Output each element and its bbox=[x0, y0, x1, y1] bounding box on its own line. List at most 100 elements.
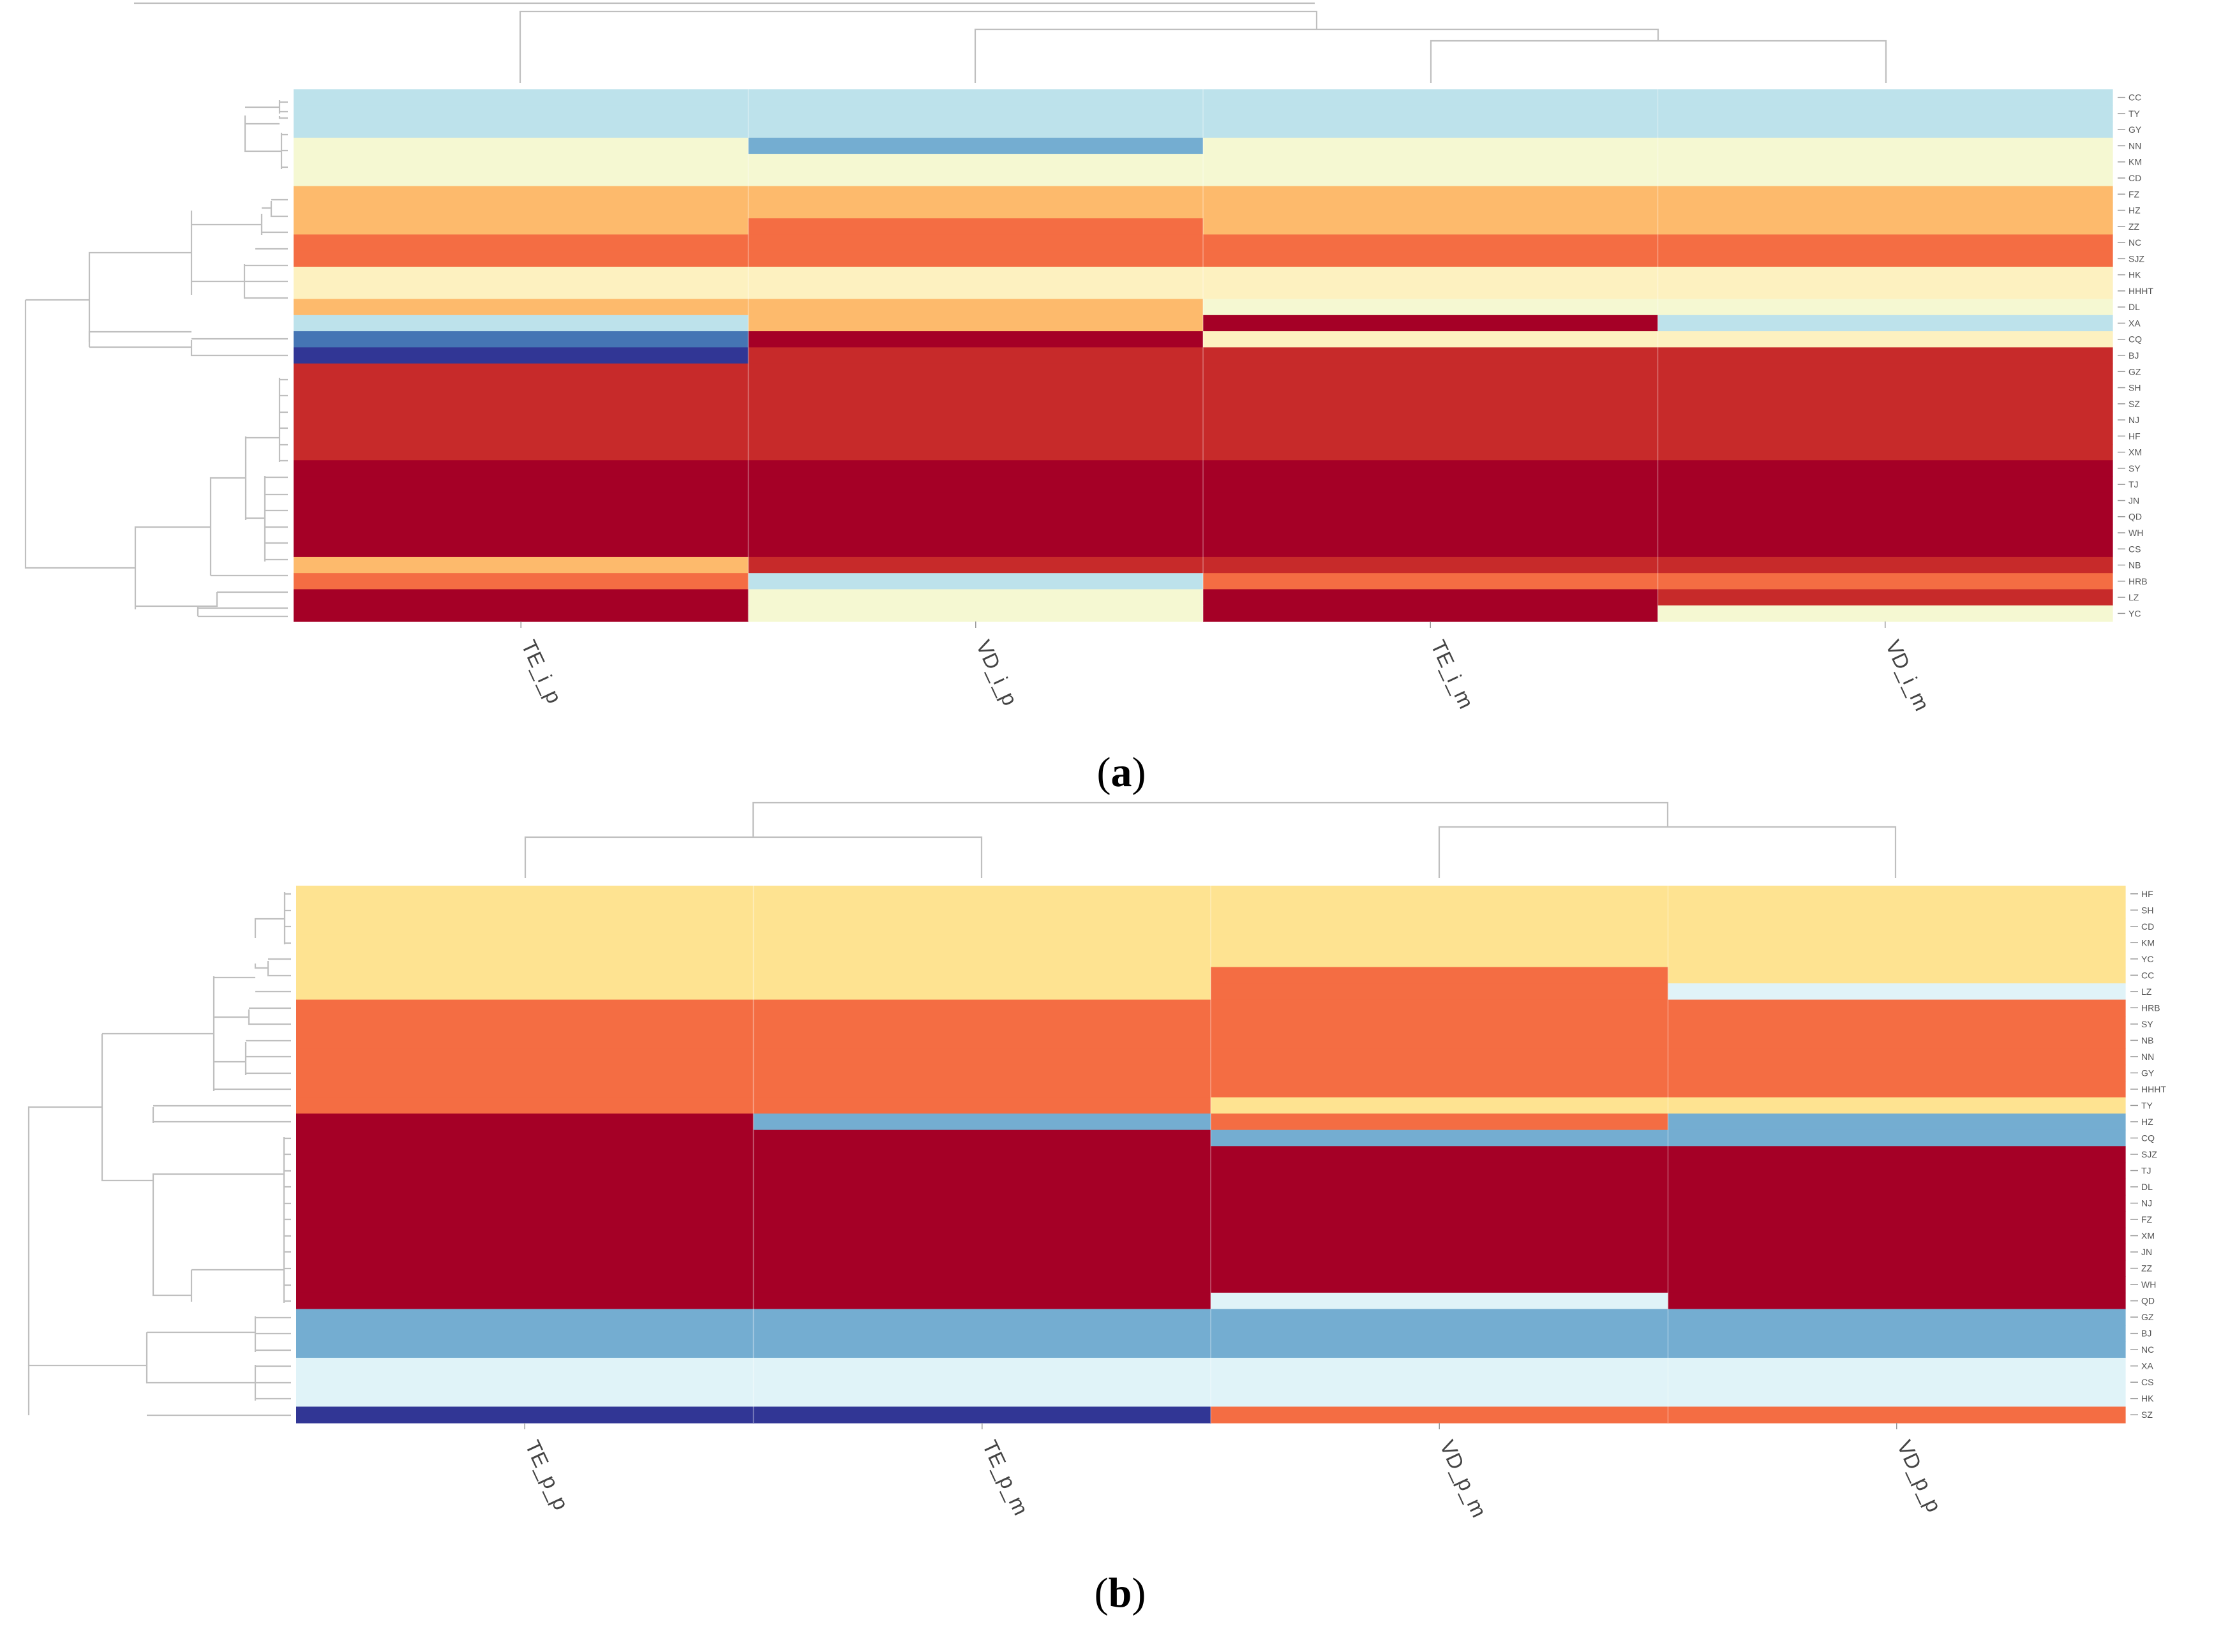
heatmap-cell bbox=[1668, 1064, 2126, 1082]
row-label: NC bbox=[2128, 237, 2141, 248]
row-label: XA bbox=[2141, 1361, 2153, 1371]
heatmap-cell bbox=[294, 218, 749, 235]
row-label: TJ bbox=[2141, 1166, 2151, 1176]
heatmap-cell bbox=[294, 121, 749, 138]
heatmap-cell bbox=[1657, 218, 2113, 235]
column-label: TE_p_m bbox=[978, 1436, 1033, 1519]
heatmap-cell bbox=[1211, 1357, 1669, 1375]
heatmap-cell bbox=[1657, 89, 2113, 106]
heatmap-cell bbox=[1668, 1357, 2126, 1375]
heatmap-cell bbox=[1203, 460, 1659, 477]
heatmap-cell bbox=[753, 1081, 1211, 1098]
heatmap-cell bbox=[748, 89, 1204, 106]
heatmap-cell bbox=[1657, 250, 2113, 267]
heatmap-cell bbox=[748, 540, 1204, 558]
row-label: SZ bbox=[2141, 1410, 2153, 1420]
row-label: HF bbox=[2141, 889, 2153, 899]
heatmap-cell bbox=[1203, 509, 1659, 525]
heatmap-cell bbox=[1211, 1374, 1669, 1391]
heatmap-cell bbox=[294, 283, 749, 300]
heatmap-cell bbox=[296, 902, 754, 919]
row-label: HHHT bbox=[2141, 1084, 2166, 1094]
heatmap-cell bbox=[1203, 363, 1659, 380]
heatmap-cell bbox=[296, 1097, 754, 1114]
row-label: CC bbox=[2128, 93, 2141, 103]
heatmap-cell bbox=[1668, 1211, 2126, 1228]
dendrogram-link bbox=[134, 526, 288, 618]
heatmap-cell bbox=[1657, 121, 2113, 138]
row-labels-b: HF SH CD KM YC CC LZ HRB SY NB NN GY HHHT TY HZ CQ SJZ TJ… bbox=[2130, 889, 2166, 1420]
heatmap-cell bbox=[296, 983, 754, 1001]
heatmap-cell bbox=[748, 331, 1204, 348]
heatmap-cell bbox=[294, 396, 749, 413]
heatmap-cell bbox=[296, 1194, 754, 1212]
heatmap-cell bbox=[748, 492, 1204, 509]
heatmap-cell bbox=[748, 170, 1204, 187]
heatmap-cell bbox=[1203, 202, 1659, 219]
row-label: BJ bbox=[2141, 1328, 2151, 1339]
heatmap-cell bbox=[294, 89, 749, 106]
heatmap-cell bbox=[748, 379, 1204, 396]
heatmap-cell bbox=[748, 509, 1204, 525]
dendrogram-link bbox=[152, 1107, 291, 1303]
heatmap-cell bbox=[1657, 444, 2113, 461]
heatmap-cell bbox=[1657, 396, 2113, 413]
heatmap-cell bbox=[753, 1194, 1211, 1212]
heatmap-cell bbox=[296, 1032, 754, 1049]
heatmap-cell bbox=[1668, 1146, 2126, 1163]
row-label: YC bbox=[2141, 954, 2153, 964]
heatmap-cell bbox=[1211, 1097, 1669, 1114]
heatmap-cell bbox=[753, 886, 1211, 903]
heatmap-cell bbox=[1211, 1048, 1669, 1066]
heatmap-cell bbox=[1211, 1081, 1669, 1098]
row-label: SZ bbox=[2128, 399, 2140, 409]
heatmap-cell bbox=[1657, 492, 2113, 509]
heatmap-cell bbox=[1657, 186, 2113, 203]
heatmap-cell bbox=[1211, 1179, 1669, 1196]
heatmap-cell bbox=[1657, 137, 2113, 154]
panel-caption-a: (a) bbox=[1097, 749, 1146, 796]
heatmap-cell bbox=[1211, 1194, 1669, 1212]
heatmap-cell bbox=[1211, 1260, 1669, 1277]
heatmap-cell bbox=[753, 1129, 1211, 1147]
heatmap-cell bbox=[748, 137, 1204, 154]
dendrogram-link bbox=[190, 198, 288, 299]
heatmap-cell bbox=[1657, 154, 2113, 170]
heatmap-cell bbox=[1211, 1016, 1669, 1033]
row-label: HZ bbox=[2128, 205, 2141, 216]
heatmap-cell bbox=[1203, 444, 1659, 461]
heatmap-cell bbox=[296, 1357, 754, 1375]
row-label: NN bbox=[2128, 140, 2141, 151]
row-label: HHHT bbox=[2128, 286, 2153, 296]
row-label: XA bbox=[2128, 318, 2141, 328]
heatmap-cell bbox=[748, 234, 1204, 251]
heatmap-cell bbox=[296, 1309, 754, 1326]
heatmap-cell bbox=[1668, 902, 2126, 919]
row-label: WH bbox=[2141, 1279, 2156, 1290]
row-label: XM bbox=[2141, 1231, 2155, 1241]
heatmap-cell bbox=[296, 951, 754, 968]
row-label: FZ bbox=[2128, 189, 2140, 199]
heatmap-cell bbox=[753, 1097, 1211, 1114]
heatmap-cell bbox=[1211, 1390, 1669, 1408]
heatmap-cell bbox=[296, 886, 754, 903]
row-label: CS bbox=[2141, 1377, 2153, 1387]
heatmap-cell bbox=[294, 540, 749, 558]
heatmap-cell bbox=[1211, 1129, 1669, 1147]
heatmap-cell bbox=[753, 1179, 1211, 1196]
row-label: HRB bbox=[2141, 1002, 2160, 1013]
heatmap-cell bbox=[1668, 1162, 2126, 1179]
heatmap-cell bbox=[296, 1081, 754, 1098]
heatmap-cell bbox=[1211, 1064, 1669, 1082]
heatmap-cell bbox=[1203, 299, 1659, 316]
heatmap-cell bbox=[1203, 412, 1659, 429]
heatmap-cell bbox=[1657, 412, 2113, 429]
row-label: NB bbox=[2141, 1035, 2153, 1045]
row-label: BJ bbox=[2128, 350, 2139, 361]
heatmap-cell bbox=[1211, 902, 1669, 919]
heatmap-cell bbox=[1657, 170, 2113, 187]
heatmap-cell bbox=[1668, 1032, 2126, 1049]
heatmap-cell bbox=[1657, 283, 2113, 300]
column-dendrogram-b bbox=[524, 801, 1897, 878]
dendrogram-link bbox=[214, 892, 291, 993]
